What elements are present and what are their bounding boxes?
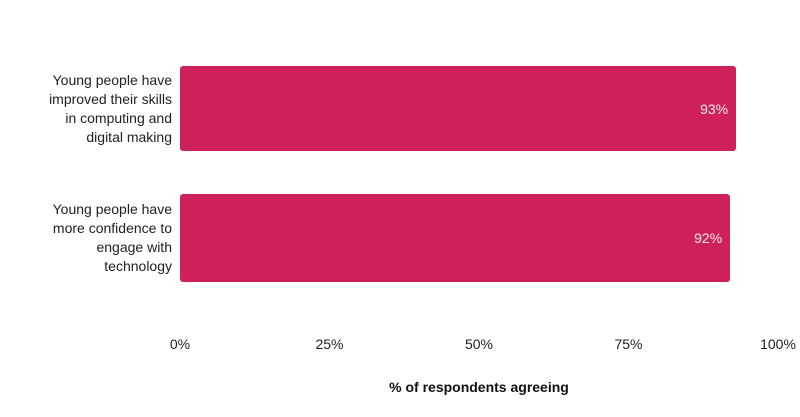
bar-row: Young people have improved their skills … bbox=[0, 66, 800, 151]
x-axis-tick-label: 100% bbox=[760, 336, 796, 352]
x-axis: 0% 25% 50% 75% 100% bbox=[170, 336, 796, 352]
x-axis-tick-label: 50% bbox=[464, 336, 494, 352]
bar-track: 92% bbox=[180, 194, 778, 282]
x-axis-tick-label: 25% bbox=[315, 336, 344, 352]
x-axis-tick-label: 0% bbox=[169, 336, 191, 352]
bar-value-label: 92% bbox=[694, 230, 723, 246]
x-axis-tick-label: 75% bbox=[614, 336, 643, 352]
bar: 93% bbox=[180, 66, 737, 151]
bar: 92% bbox=[180, 194, 731, 282]
x-axis-title: % of respondents agreeing bbox=[389, 379, 569, 395]
bar-track: 93% bbox=[180, 66, 778, 151]
bar-row: Young people have more confidence to eng… bbox=[0, 194, 800, 282]
category-label: Young people have more confidence to eng… bbox=[52, 201, 172, 274]
bar-value-label: 93% bbox=[700, 100, 729, 117]
category-label: Young people have improved their skills … bbox=[49, 71, 172, 145]
